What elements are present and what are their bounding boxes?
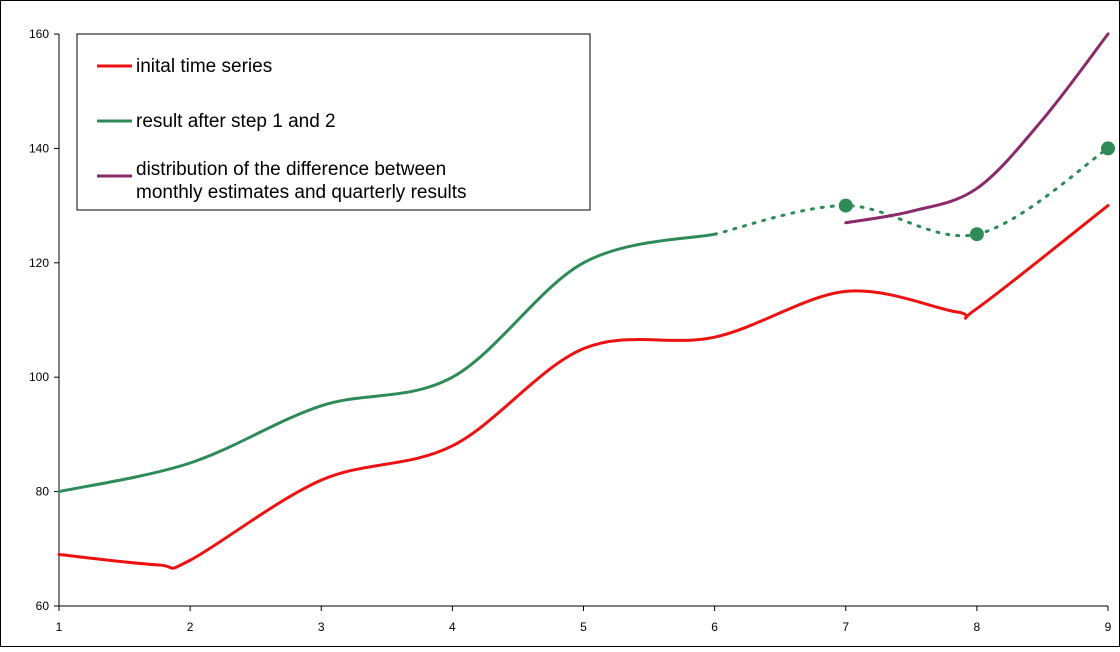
legend: inital time series result after step 1 an… [76, 33, 591, 211]
x-tick-label: 6 [711, 620, 718, 634]
data-point-marker [969, 227, 984, 242]
legend-label-line: monthly estimates and quarterly results [136, 182, 467, 203]
x-tick-label: 1 [56, 620, 63, 634]
x-tick-label: 4 [449, 620, 456, 634]
legend-box [76, 33, 591, 211]
data-point-marker [1101, 141, 1115, 156]
x-tick-label: 2 [187, 620, 194, 634]
x-tick-label: 8 [974, 620, 981, 634]
y-tick-label: 60 [36, 599, 50, 613]
x-tick-label: 5 [580, 620, 587, 634]
legend-label-line: distribution of the difference between [136, 159, 446, 180]
data-point-marker [838, 198, 853, 213]
y-tick-label: 100 [29, 370, 49, 384]
y-tick-label: 140 [29, 141, 49, 155]
y-tick-label: 120 [29, 256, 49, 270]
legend-label-2: result after step 1 and 2 [136, 111, 336, 132]
series-line-1 [57, 204, 1110, 570]
series-layer [57, 32, 1115, 570]
legend-label-3: distribution of the difference between mo… [136, 159, 467, 203]
y-tick-label: 160 [29, 27, 49, 41]
y-tick-label: 80 [36, 485, 50, 499]
series-line-4 [844, 32, 1110, 225]
series-line-2 [57, 232, 717, 494]
axes: 60 80 100 120 140 160 1 2 3 4 5 6 7 8 9 [29, 27, 1112, 634]
x-tick-label: 9 [1105, 620, 1112, 634]
x-tick-label: 7 [842, 620, 849, 634]
legend-label-1: inital time series [136, 56, 272, 77]
x-tick-label: 3 [318, 620, 325, 634]
